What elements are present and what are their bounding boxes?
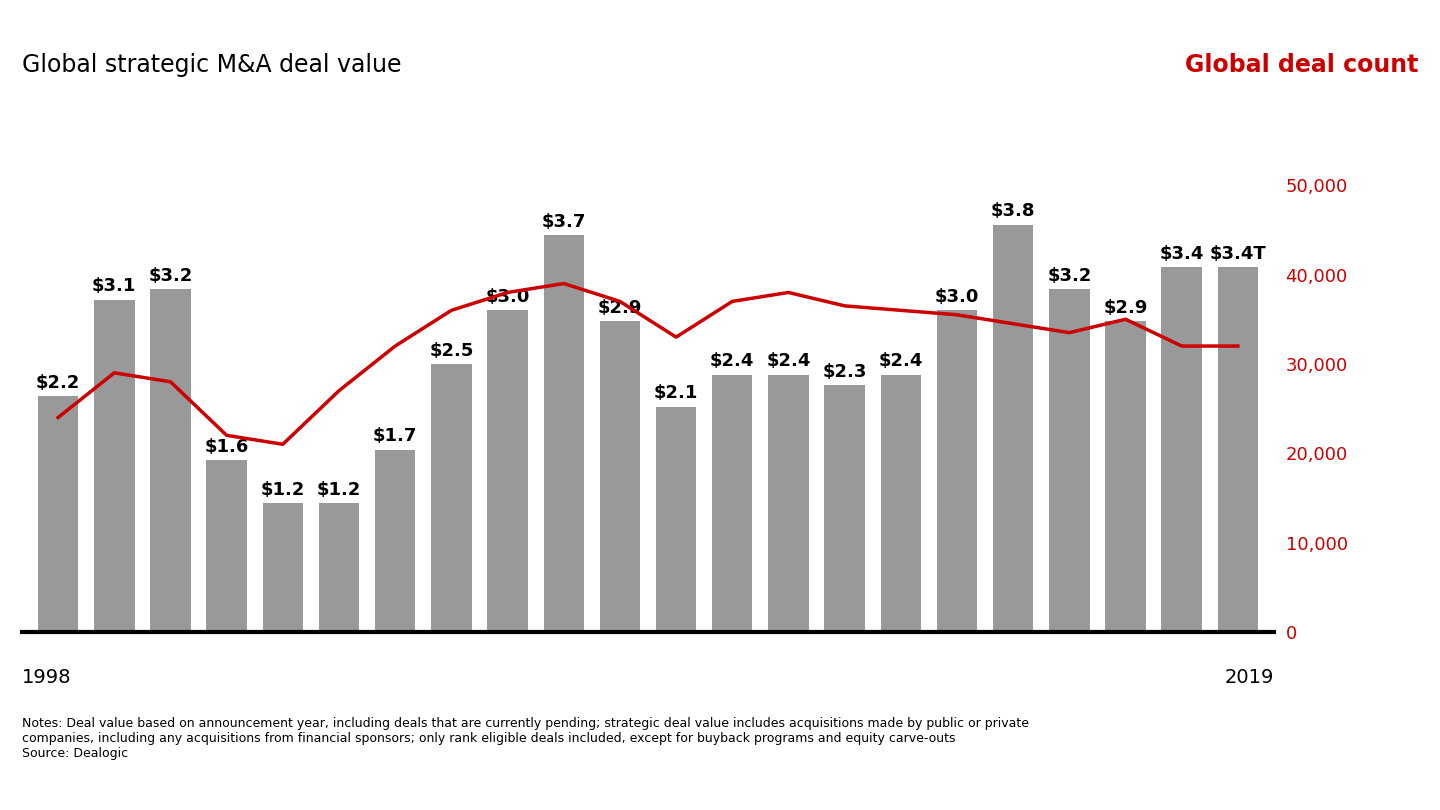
Bar (711, 375, 753, 632)
Text: $3.7: $3.7 (541, 213, 586, 231)
Bar (881, 375, 922, 632)
Text: $2.4: $2.4 (766, 352, 811, 370)
Text: $1.2: $1.2 (317, 481, 361, 499)
Bar (543, 236, 585, 632)
Bar (94, 300, 134, 632)
Text: $3.2: $3.2 (1047, 266, 1092, 284)
Bar (768, 375, 809, 632)
Text: $2.4: $2.4 (878, 352, 923, 370)
Text: $2.3: $2.3 (822, 363, 867, 381)
Text: 2019: 2019 (1225, 668, 1274, 687)
Text: 1998: 1998 (22, 668, 71, 687)
Bar (1218, 267, 1259, 632)
Text: $3.8: $3.8 (991, 202, 1035, 220)
Bar (655, 407, 697, 632)
Bar (487, 310, 528, 632)
Bar (206, 460, 246, 632)
Bar (1106, 321, 1146, 632)
Text: $3.4: $3.4 (1159, 245, 1204, 263)
Text: $2.9: $2.9 (598, 299, 642, 317)
Text: $3.1: $3.1 (92, 277, 137, 296)
Bar (374, 450, 415, 632)
Bar (937, 310, 978, 632)
Text: $3.4T: $3.4T (1210, 245, 1266, 263)
Bar (825, 386, 865, 632)
Text: $1.7: $1.7 (373, 428, 418, 446)
Text: $3.0: $3.0 (935, 288, 979, 306)
Text: $2.5: $2.5 (429, 342, 474, 360)
Text: $2.4: $2.4 (710, 352, 755, 370)
Text: $3.2: $3.2 (148, 266, 193, 284)
Bar (1162, 267, 1202, 632)
Text: Notes: Deal value based on announcement year, including deals that are currently: Notes: Deal value based on announcement … (22, 717, 1028, 760)
Text: Global deal count: Global deal count (1185, 53, 1418, 77)
Text: $2.2: $2.2 (36, 373, 81, 392)
Text: $3.0: $3.0 (485, 288, 530, 306)
Bar (431, 364, 471, 632)
Text: $1.6: $1.6 (204, 438, 249, 456)
Text: $1.2: $1.2 (261, 481, 305, 499)
Bar (318, 503, 359, 632)
Bar (262, 503, 302, 632)
Text: Global strategic M&A deal value: Global strategic M&A deal value (22, 53, 402, 77)
Bar (150, 289, 190, 632)
Text: $2.9: $2.9 (1103, 299, 1148, 317)
Bar (1050, 289, 1090, 632)
Text: $2.1: $2.1 (654, 385, 698, 403)
Bar (599, 321, 641, 632)
Bar (994, 224, 1034, 632)
Bar (37, 396, 78, 632)
